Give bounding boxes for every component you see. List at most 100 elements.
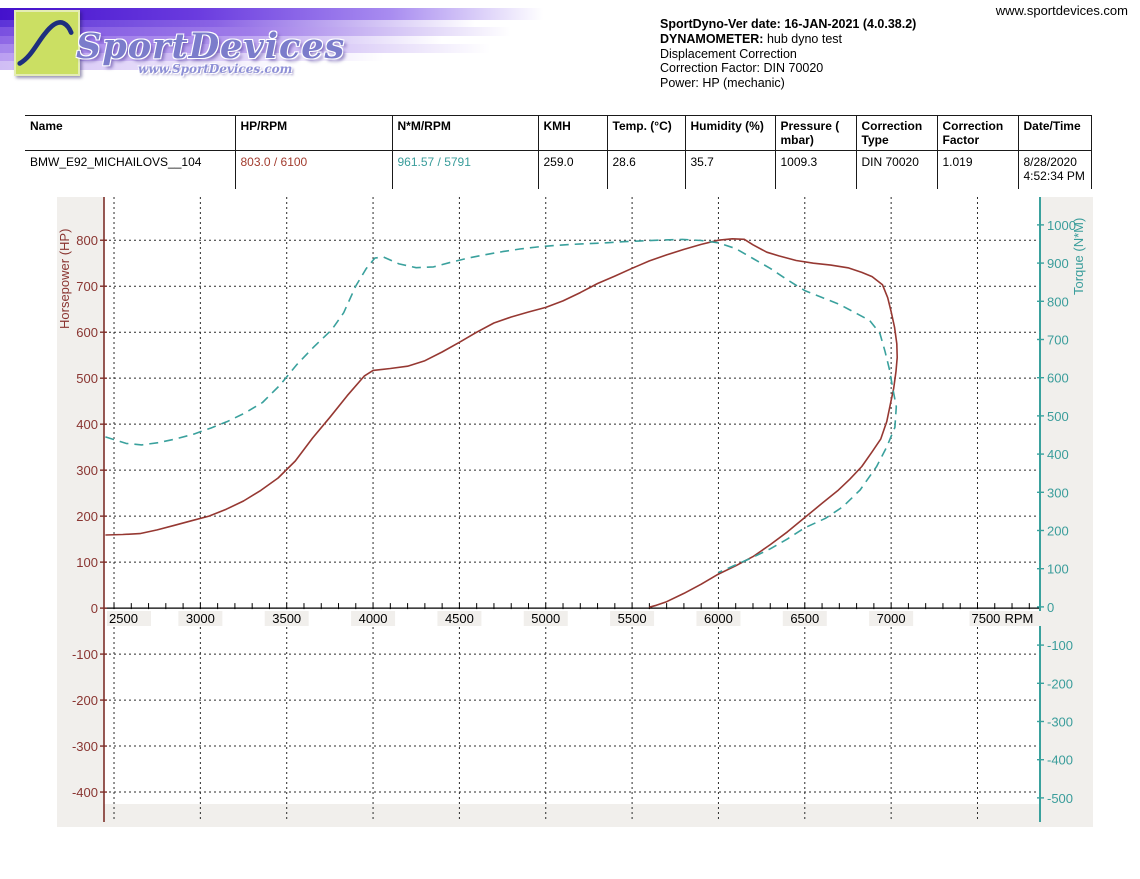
right-tick-label: 500 xyxy=(1047,409,1069,424)
x-tick-label: 2500 xyxy=(109,611,138,626)
column-header: Correction Type xyxy=(856,115,938,151)
right-tick-label: -200 xyxy=(1047,676,1073,691)
right-tick-label: 100 xyxy=(1047,562,1069,577)
right-tick-label: 1000 xyxy=(1047,218,1076,233)
table-cell: 28.6 xyxy=(607,150,686,189)
left-tick-label: 700 xyxy=(76,279,98,294)
x-tick-label: 7500 xyxy=(971,611,1000,626)
logo-brand-text: SportDevices xyxy=(76,26,346,67)
right-tick-label: 700 xyxy=(1047,332,1069,347)
x-tick-label: 5500 xyxy=(618,611,647,626)
right-tick-label: -100 xyxy=(1047,638,1073,653)
table-cell: 1009.3 xyxy=(775,150,857,189)
left-tick-label: 100 xyxy=(76,555,98,570)
right-tick-label: 400 xyxy=(1047,447,1069,462)
x-label-bg xyxy=(696,611,741,626)
x-label-bg xyxy=(782,611,827,626)
column-header: Humidity (%) xyxy=(685,115,776,151)
column-header: N*M/RPM xyxy=(392,115,539,151)
results-table: Name HP/RPM N*M/RPM KMH Temp. (°C) Humidity (… xyxy=(25,115,1092,189)
column-header: KMH xyxy=(538,115,608,151)
logo-streak xyxy=(0,36,520,44)
x-label-bg xyxy=(523,611,568,626)
table-cell: BMW_E92_MICHAILOVS__104 xyxy=(25,150,236,189)
x-label-bg xyxy=(610,611,655,626)
logo-streak xyxy=(0,53,480,61)
plot-area xyxy=(104,197,1040,804)
x-axis-unit-label: RPM xyxy=(1004,611,1033,626)
x-label-bg xyxy=(869,611,914,626)
table-cell: 35.7 xyxy=(685,150,776,189)
x-tick-label: 4500 xyxy=(445,611,474,626)
table-cell: 1.019 xyxy=(937,150,1019,189)
logo-streak xyxy=(0,20,540,27)
column-header: HP/RPM xyxy=(235,115,393,151)
x-tick-label: 7000 xyxy=(877,611,906,626)
x-tick-label: 3500 xyxy=(272,611,301,626)
left-tick-label: 800 xyxy=(76,233,98,248)
logo-streak xyxy=(0,27,555,36)
x-label-bg xyxy=(969,611,1048,626)
dyno-curve-icon xyxy=(14,10,80,76)
right-tick-label: -500 xyxy=(1047,791,1073,806)
right-tick-label: 600 xyxy=(1047,371,1069,386)
table-cell: 259.0 xyxy=(538,150,608,189)
left-tick-label: 400 xyxy=(76,417,98,432)
table-header-row: Name HP/RPM N*M/RPM KMH Temp. (°C) Humidity (… xyxy=(25,115,1092,151)
x-label-bg xyxy=(437,611,482,626)
logo-url-text: www.SportDevices.com xyxy=(138,62,293,76)
x-tick-label: 6000 xyxy=(704,611,733,626)
left-tick-label: 0 xyxy=(91,601,98,616)
x-label-bg xyxy=(351,611,396,626)
x-label-bg xyxy=(178,611,223,626)
info-line: Power: HP (mechanic) xyxy=(660,76,785,91)
info-line: SportDyno-Ver date: 16-JAN-2021 (4.0.38.… xyxy=(660,17,917,31)
info-line: DYNAMOMETER: hub dyno test xyxy=(660,31,843,46)
column-header: Date/Time xyxy=(1018,115,1092,151)
sportdevices-logo: SportDevices www.SportDevices.com xyxy=(0,0,575,90)
table-cell: 803.0 / 6100 xyxy=(235,150,393,189)
x-tick-label: 4000 xyxy=(359,611,388,626)
logo-streak xyxy=(0,44,545,53)
torque-curve xyxy=(105,238,898,574)
left-tick-label: 300 xyxy=(76,463,98,478)
table-cell: DIN 70020 xyxy=(856,150,938,189)
right-tick-label: 300 xyxy=(1047,485,1069,500)
run-info-block: SportDyno-Ver date: 16-JAN-2021 (4.0.38.… xyxy=(660,17,1080,91)
right-tick-label: -400 xyxy=(1047,753,1073,768)
left-tick-label: -100 xyxy=(72,647,98,662)
column-header: Correction Factor xyxy=(937,115,1019,151)
info-line: Displacement Correction xyxy=(660,46,797,61)
column-header: Pressure ( mbar) xyxy=(775,115,857,151)
left-tick-label: 600 xyxy=(76,325,98,340)
table-cell: 961.57 / 5791 xyxy=(392,150,539,189)
website-url: www.sportdevices.com xyxy=(995,3,1128,18)
x-tick-label: 5000 xyxy=(531,611,560,626)
left-tick-label: -200 xyxy=(72,693,98,708)
left-tick-label: 500 xyxy=(76,371,98,386)
column-header: Name xyxy=(25,115,236,151)
right-axis-title: Torque (N*M) xyxy=(1071,218,1086,295)
column-header: Temp. (°C) xyxy=(607,115,686,151)
left-tick-label: -300 xyxy=(72,739,98,754)
info-line: Correction Factor: DIN 70020 xyxy=(660,61,824,76)
left-tick-label: -400 xyxy=(72,785,98,800)
x-tick-label: 3000 xyxy=(186,611,215,626)
left-tick-label: 200 xyxy=(76,509,98,524)
x-label-bg xyxy=(107,611,152,626)
logo-streak xyxy=(0,8,560,20)
right-tick-label: 0 xyxy=(1047,600,1054,615)
table-row: BMW_E92_MICHAILOVS__104 803.0 / 6100 961.5… xyxy=(25,150,1092,189)
x-tick-label: 6500 xyxy=(790,611,819,626)
power-curve xyxy=(105,237,899,608)
right-tick-label: 900 xyxy=(1047,256,1069,271)
x-label-bg xyxy=(264,611,309,626)
right-tick-label: 200 xyxy=(1047,523,1069,538)
logo-streak xyxy=(0,61,420,70)
table-cell: 8/28/2020 4:52:34 PM xyxy=(1018,150,1092,189)
dyno-chart: 800 700 600 500 400 300 200 100 0 -100 -200 -300 -40… xyxy=(57,197,1093,827)
dyno-chart-svg: 8007006005004003002001000-100-200-300-40… xyxy=(57,197,1093,827)
right-tick-label: 800 xyxy=(1047,294,1069,309)
right-tick-label: -300 xyxy=(1047,714,1073,729)
